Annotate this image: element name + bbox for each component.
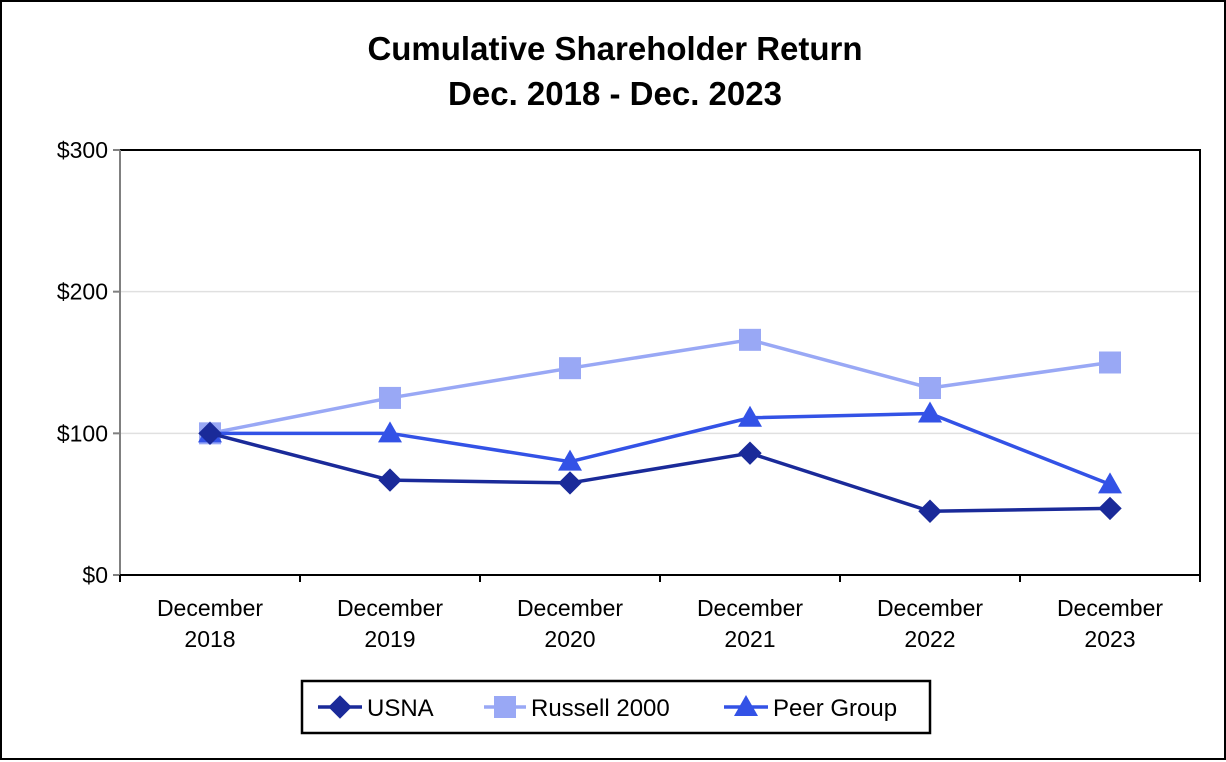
y-tick-label: $100: [57, 420, 108, 446]
series-usna: [198, 421, 1122, 523]
data-point: [1098, 496, 1122, 521]
grid-lines: [120, 290, 1200, 435]
data-point: [558, 449, 582, 471]
legend-item: Peer Group: [724, 695, 897, 722]
y-tick-label: $300: [57, 137, 108, 163]
data-point: [379, 386, 401, 409]
data-point: [739, 328, 761, 351]
x-tick-label: December: [877, 595, 983, 621]
series-line: [210, 411, 1111, 486]
series-russell-2000: [199, 328, 1121, 445]
data-point: [559, 357, 581, 380]
x-tick-label: December: [517, 595, 623, 621]
series-line: [209, 338, 1111, 436]
legend-marker: [494, 696, 516, 718]
legend-box: [300, 679, 932, 735]
data-point: [918, 401, 942, 423]
data-point: [1098, 472, 1122, 494]
x-tick-label: 2023: [1084, 626, 1135, 652]
legend-marker: [734, 695, 758, 716]
y-tick-label: $0: [82, 562, 108, 588]
series-line: [209, 431, 1111, 513]
data-point: [198, 421, 222, 446]
x-tick-label: 2022: [904, 626, 955, 652]
legend-item: Russell 2000: [484, 695, 670, 722]
legend: USNA Russell 2000 Peer Group: [300, 679, 932, 735]
data-point: [558, 471, 582, 495]
data-point: [738, 405, 762, 427]
chart-title: Cumulative Shareholder Return Dec. 2018 …: [367, 30, 862, 112]
x-axis-ticks: December 2018 December 2019 December 2020 Dece…: [119, 575, 1201, 652]
data-point: [918, 499, 942, 523]
legend-marker: [328, 695, 352, 719]
chart-title-line-2: Dec. 2018 - Dec. 2023: [448, 75, 782, 112]
x-tick-label: 2020: [544, 626, 595, 652]
chart-title-line-1: Cumulative Shareholder Return: [367, 30, 862, 67]
y-tick-label: $200: [57, 279, 108, 305]
series-layer: [198, 328, 1122, 523]
x-tick-label: 2021: [724, 626, 775, 652]
legend-item: USNA: [318, 695, 434, 722]
x-tick-label: December: [1057, 595, 1163, 621]
data-point: [378, 468, 402, 492]
series-peer-group: [198, 401, 1122, 494]
x-tick-label: 2019: [364, 626, 415, 652]
legend-label: USNA: [367, 695, 434, 722]
legend-label: Peer Group: [773, 695, 897, 722]
x-tick-label: 2018: [184, 626, 235, 652]
x-tick-label: December: [697, 595, 803, 621]
data-point: [1099, 351, 1121, 374]
data-point: [378, 421, 402, 443]
legend-items: USNA Russell 2000 Peer Group: [318, 695, 897, 722]
x-tick-label: December: [157, 595, 263, 621]
data-point: [738, 441, 762, 465]
data-point: [919, 377, 941, 399]
x-tick-label: December: [337, 595, 443, 621]
legend-label: Russell 2000: [531, 695, 670, 722]
y-axis-ticks: $0 $100 $200 $300: [57, 137, 120, 588]
